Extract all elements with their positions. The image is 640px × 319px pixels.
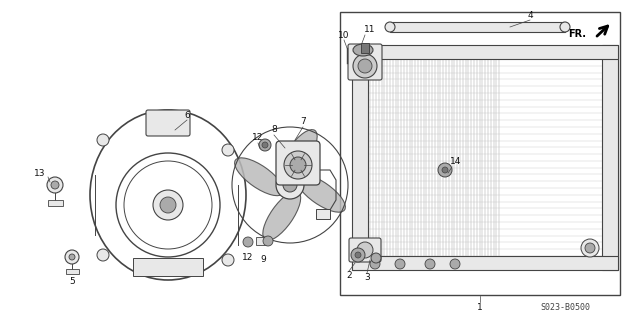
Circle shape: [371, 253, 381, 263]
Bar: [352, 256, 618, 270]
Circle shape: [358, 59, 372, 73]
Circle shape: [222, 144, 234, 156]
Bar: [352, 45, 368, 270]
Circle shape: [263, 236, 273, 246]
FancyBboxPatch shape: [146, 110, 190, 136]
Text: 14: 14: [451, 158, 461, 167]
Circle shape: [438, 163, 452, 177]
Text: 6: 6: [184, 110, 190, 120]
Text: 8: 8: [271, 125, 277, 135]
Circle shape: [51, 181, 59, 189]
Circle shape: [243, 237, 253, 247]
Text: 12: 12: [243, 254, 253, 263]
Bar: [340, 12, 620, 295]
Bar: [352, 45, 618, 59]
FancyBboxPatch shape: [276, 141, 320, 185]
Circle shape: [357, 242, 373, 258]
Circle shape: [450, 259, 460, 269]
Ellipse shape: [296, 174, 346, 212]
Bar: [48, 200, 63, 206]
Circle shape: [560, 22, 570, 32]
Circle shape: [222, 254, 234, 266]
Bar: [316, 209, 330, 219]
Circle shape: [65, 250, 79, 264]
Ellipse shape: [353, 44, 373, 56]
Bar: [602, 45, 618, 270]
Bar: [66, 269, 79, 274]
Text: 12: 12: [252, 133, 264, 143]
Circle shape: [585, 243, 595, 253]
Ellipse shape: [279, 130, 317, 179]
FancyBboxPatch shape: [348, 44, 382, 80]
Circle shape: [290, 157, 306, 173]
Ellipse shape: [263, 191, 301, 241]
Circle shape: [153, 190, 183, 220]
Text: FR.: FR.: [568, 29, 586, 39]
Bar: [256, 237, 268, 245]
Text: 13: 13: [35, 168, 45, 177]
Bar: [133, 258, 203, 276]
Circle shape: [283, 178, 297, 192]
Circle shape: [355, 252, 361, 258]
Text: 1: 1: [477, 303, 483, 313]
Circle shape: [97, 134, 109, 146]
Circle shape: [276, 171, 304, 199]
Circle shape: [581, 239, 599, 257]
Circle shape: [97, 249, 109, 261]
Circle shape: [284, 151, 312, 179]
Bar: [390, 22, 565, 32]
Text: 11: 11: [364, 26, 376, 34]
Bar: [361, 43, 369, 53]
Ellipse shape: [235, 158, 284, 196]
Text: 10: 10: [339, 31, 349, 40]
Text: 3: 3: [364, 273, 370, 283]
Text: 9: 9: [260, 255, 266, 263]
Circle shape: [351, 248, 365, 262]
Text: 7: 7: [300, 117, 306, 127]
Text: 5: 5: [69, 278, 75, 286]
Circle shape: [442, 167, 448, 173]
Circle shape: [259, 139, 271, 151]
Text: 4: 4: [527, 11, 533, 19]
Circle shape: [69, 254, 75, 260]
Text: S023-B0500: S023-B0500: [540, 303, 590, 313]
FancyBboxPatch shape: [349, 238, 381, 262]
Circle shape: [160, 197, 176, 213]
Circle shape: [47, 177, 63, 193]
Text: 2: 2: [346, 271, 352, 280]
Circle shape: [353, 54, 377, 78]
Circle shape: [425, 259, 435, 269]
Circle shape: [395, 259, 405, 269]
Circle shape: [370, 259, 380, 269]
Circle shape: [262, 142, 268, 148]
Circle shape: [385, 22, 395, 32]
